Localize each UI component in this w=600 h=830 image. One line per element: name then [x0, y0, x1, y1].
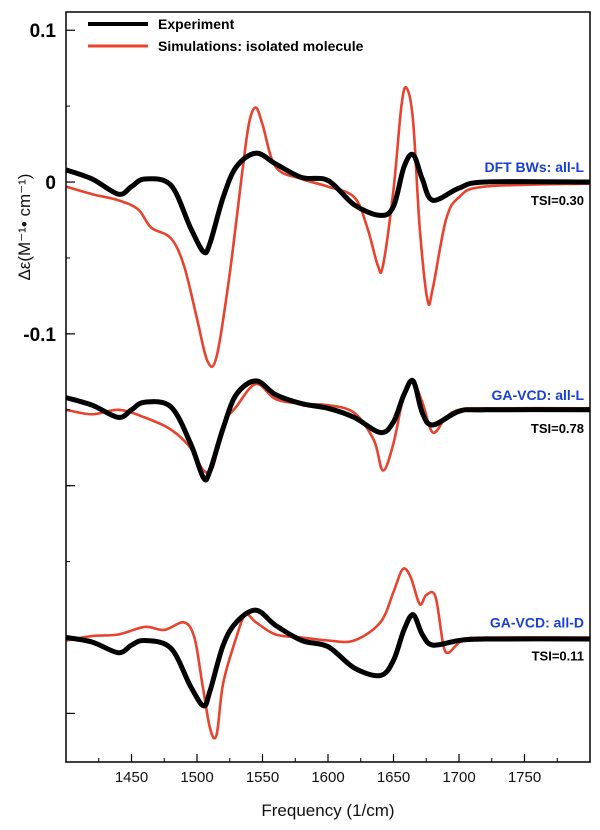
experiment-line-panel-1 — [65, 150, 591, 256]
legend-label-experiment: Experiment — [158, 16, 235, 32]
panel-label-ga-all-l: GA-VCD: all-L — [491, 387, 584, 403]
experiment-line-panel-3 — [65, 607, 591, 709]
x-tick-label: 1600 — [311, 769, 344, 786]
x-tick-label: 1550 — [246, 769, 279, 786]
y-tick-label: -0.1 — [23, 325, 56, 346]
x-tick-label: 1450 — [115, 769, 148, 786]
legend: Experiment Simulations: isolated molecul… — [88, 16, 364, 54]
panel-label-ga-all-d: GA-VCD: all-D — [490, 615, 584, 631]
y-tick-label: 0.1 — [30, 21, 57, 42]
x-tick-label: 1500 — [180, 769, 213, 786]
curves-layer — [65, 85, 591, 740]
experiment-line-panel-2 — [65, 377, 591, 483]
y-axis: 0.1 0 -0.1 — [23, 21, 75, 715]
simulation-line-panel-1 — [65, 85, 591, 369]
x-tick-label: 1750 — [508, 769, 541, 786]
simulation-line-panel-3 — [65, 567, 591, 740]
y-tick-label: 0 — [45, 173, 56, 194]
x-axis-title: Frequency (1/cm) — [261, 801, 394, 820]
panel-label-dft: DFT BWs: all-L — [484, 159, 584, 175]
tsi-label-ga-all-l: TSI=0.78 — [531, 421, 584, 436]
y-axis-title: Δε(M⁻¹• cm⁻¹) — [15, 174, 34, 281]
x-tick-label: 1700 — [442, 769, 475, 786]
tsi-label-dft: TSI=0.30 — [531, 193, 584, 208]
legend-label-simulation: Simulations: isolated molecule — [158, 38, 364, 54]
x-tick-label: 1650 — [377, 769, 410, 786]
tsi-label-ga-all-d: TSI=0.11 — [532, 649, 584, 664]
x-axis: 1450 1500 1550 1600 1650 1700 1750 — [98, 754, 558, 786]
